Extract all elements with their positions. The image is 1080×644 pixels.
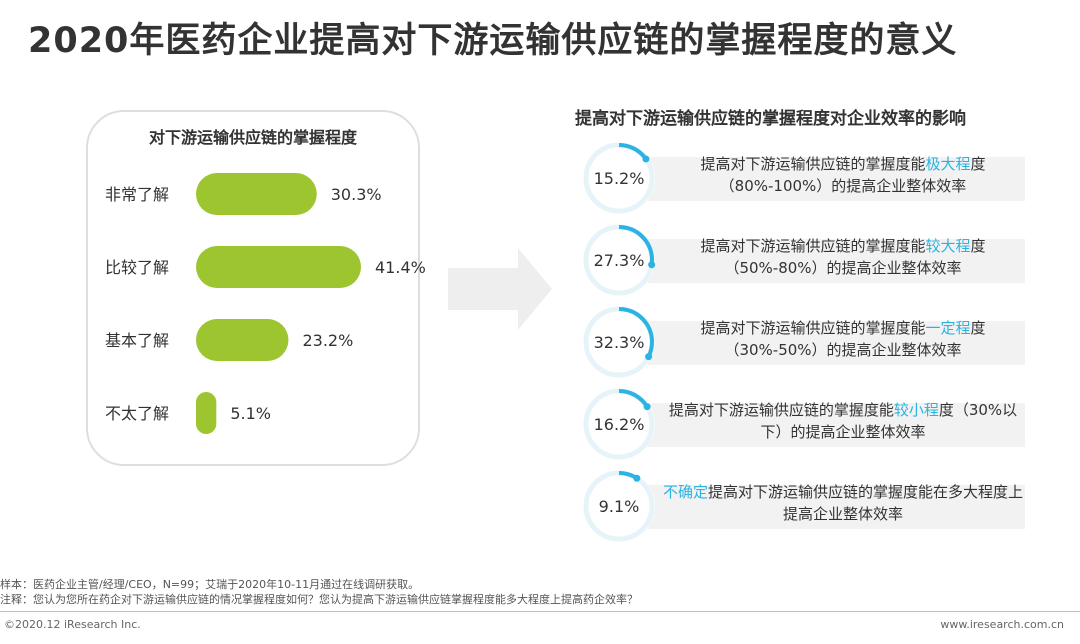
donut-chart: 16.2% <box>583 388 655 460</box>
donut-arc <box>584 143 654 213</box>
right-arrow-icon <box>448 248 552 330</box>
impact-text-box <box>625 157 1025 201</box>
impact-text-post: 度（30%以下）的提高企业整体效率 <box>760 401 1018 441</box>
footer-sample-note: 样本：医药企业主管/经理/CEO，N=99；艾瑞于2020年10-11月通过在线… <box>0 578 420 591</box>
right-chart-title: 提高对下游运输供应链的掌握程度对企业效率的影响 <box>575 109 966 129</box>
donut-value-label: 27.3% <box>594 251 645 270</box>
impact-row: 27.3% 提高对下游运输供应链的掌握度能较大程度（50%-80%）的提高企业整体… <box>580 221 1040 299</box>
impact-row: 9.1% 不确定提高对下游运输供应链的掌握度能在多大程度上提高企业整体效率 <box>580 467 1040 545</box>
donut-value-label: 16.2% <box>594 415 645 434</box>
donut-end-dot <box>643 403 651 411</box>
donut-end-dot <box>645 353 653 361</box>
footer-url: www.iresearch.com.cn <box>940 618 1064 631</box>
impact-description: 不确定提高对下游运输供应链的掌握度能在多大程度上提高企业整体效率 <box>658 481 1028 525</box>
impact-text-post: 度（50%-80%）的提高企业整体效率 <box>724 237 986 277</box>
donut-background <box>583 388 655 460</box>
impact-description: 提高对下游运输供应链的掌握度能一定程度（30%-50%）的提高企业整体效率 <box>658 317 1028 361</box>
donut-value-label: 32.3% <box>594 333 645 352</box>
impact-text-post: 提高对下游运输供应链的掌握度能在多大程度上提高企业整体效率 <box>708 483 1024 523</box>
left-chart-panel <box>86 110 420 466</box>
impact-text-pre: 提高对下游运输供应链的掌握度能 <box>700 237 926 255</box>
donut-value-label: 15.2% <box>594 169 645 188</box>
donut-arc <box>584 389 654 459</box>
footer-copyright: ©2020.12 iResearch Inc. <box>4 618 141 631</box>
impact-row: 15.2% 提高对下游运输供应链的掌握度能极大程度（80%-100%）的提高企业整… <box>580 139 1040 217</box>
impact-description: 提高对下游运输供应链的掌握度能较小程度（30%以下）的提高企业整体效率 <box>658 399 1028 443</box>
donut-chart: 32.3% <box>583 306 655 378</box>
left-chart-title: 对下游运输供应链的掌握程度 <box>148 128 357 147</box>
impact-row: 16.2% 提高对下游运输供应链的掌握度能较小程度（30%以下）的提高企业整体效率 <box>580 385 1040 463</box>
impact-text-box <box>625 403 1025 447</box>
impact-text-post: 度（30%-50%）的提高企业整体效率 <box>724 319 986 359</box>
donut-end-dot <box>642 155 650 163</box>
impact-description: 提高对下游运输供应链的掌握度能较大程度（50%-80%）的提高企业整体效率 <box>658 235 1028 279</box>
footer-divider <box>0 611 1080 612</box>
donut-background <box>583 470 655 542</box>
impact-description: 提高对下游运输供应链的掌握度能极大程度（80%-100%）的提高企业整体效率 <box>658 153 1028 197</box>
donut-end-dot <box>633 474 641 482</box>
donut-chart: 9.1% <box>583 470 655 542</box>
donut-chart: 27.3% <box>583 224 656 296</box>
footer-comment-note: 注释：您认为您所在药企对下游运输供应链的情况掌握程度如何？您认为提高下游运输供应… <box>0 593 638 606</box>
impact-text-box <box>625 239 1025 283</box>
impact-text-pre: 提高对下游运输供应链的掌握度能 <box>668 401 894 419</box>
impact-text-box <box>625 485 1025 529</box>
impact-text-post: 度（80%-100%）的提高企业整体效率 <box>719 155 986 195</box>
donut-chart: 15.2% <box>583 142 655 214</box>
impact-text-pre: 提高对下游运输供应链的掌握度能 <box>700 155 926 173</box>
impact-text-highlight: 不确定 <box>662 483 708 501</box>
impact-row: 32.3% 提高对下游运输供应链的掌握度能一定程度（30%-50%）的提高企业整体… <box>580 303 1040 381</box>
donut-background <box>583 224 655 296</box>
donut-arc <box>584 307 654 377</box>
donut-background <box>583 306 655 378</box>
page-title: 2020年医药企业提高对下游运输供应链的掌握程度的意义 <box>28 21 958 61</box>
donut-background <box>583 142 655 214</box>
impact-text-box <box>625 321 1025 365</box>
impact-text-highlight: 较小程 <box>893 401 939 419</box>
impact-text-highlight: 较大程 <box>925 237 971 255</box>
donut-arc <box>584 225 654 295</box>
impact-text-highlight: 极大程 <box>925 155 971 173</box>
donut-value-label: 9.1% <box>599 497 640 516</box>
impact-text-highlight: 一定程 <box>925 319 971 337</box>
donut-arc <box>584 471 654 541</box>
impact-text-pre: 提高对下游运输供应链的掌握度能 <box>700 319 926 337</box>
donut-end-dot <box>648 261 656 269</box>
